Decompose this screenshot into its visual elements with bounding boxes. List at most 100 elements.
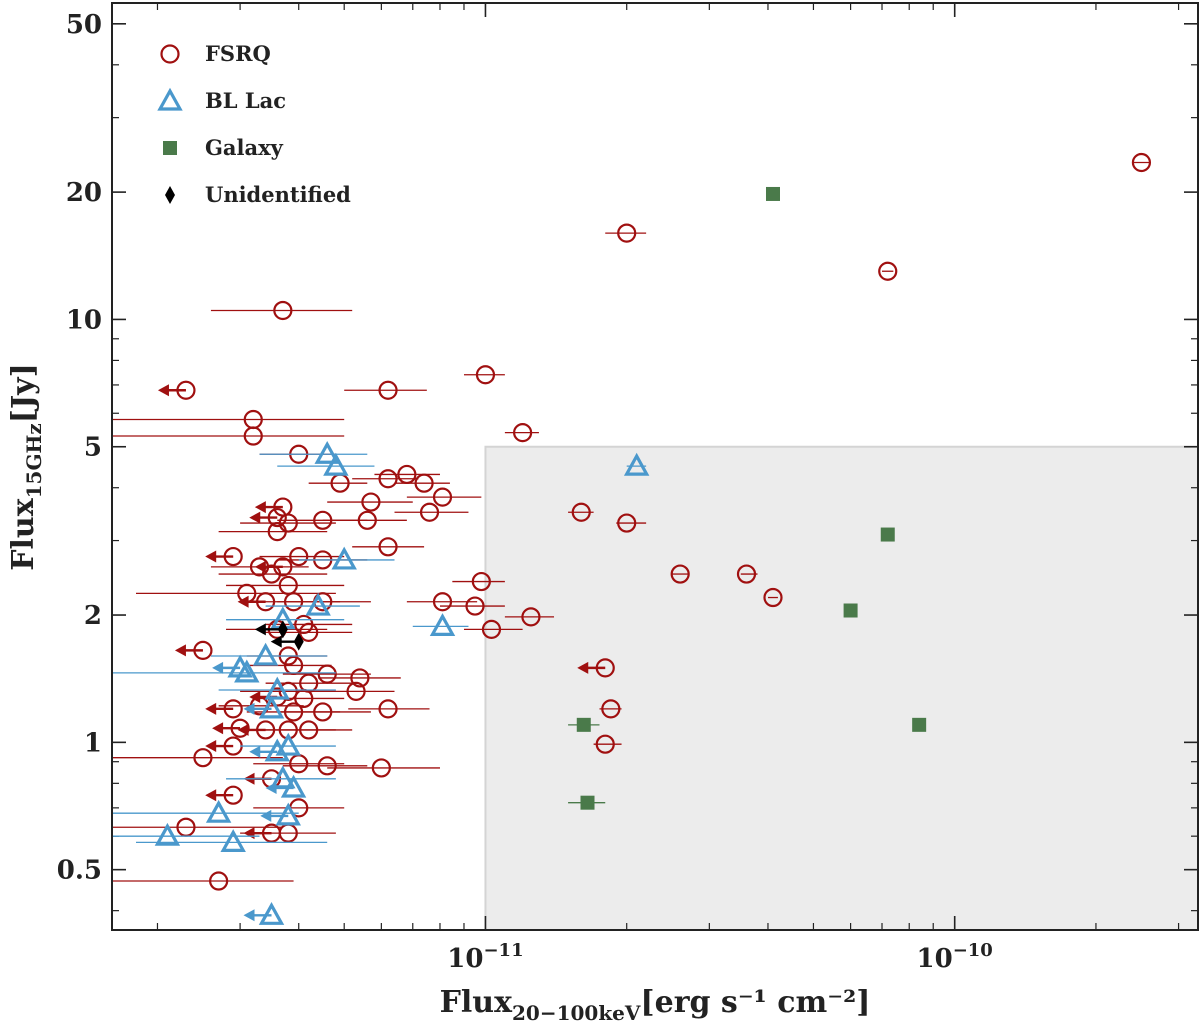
fsrq-arrow-head: [249, 511, 261, 524]
data-marks: [112, 152, 1152, 925]
y-tick-label: 10: [66, 305, 102, 335]
bllac-point: [220, 829, 246, 853]
fsrq-point: [273, 557, 293, 577]
fsrq-point: [521, 607, 541, 627]
fsrq-arrow-head: [249, 691, 261, 704]
fsrq-arrow-head: [577, 661, 589, 674]
plot-frame: [111, 2, 1199, 931]
bllac-point: [280, 774, 307, 798]
fsrq-point: [350, 668, 370, 688]
bllac-point: [305, 592, 331, 616]
y-tick-label: 20: [66, 178, 102, 208]
fsrq-point: [475, 365, 496, 385]
fsrq-point: [223, 546, 243, 567]
series-bllac: [112, 440, 650, 925]
shaded-region: [484, 445, 1199, 931]
fsrq-point: [299, 622, 319, 642]
fsrq-point: [313, 702, 333, 722]
fsrq-point: [617, 223, 637, 243]
fsrq-point: [243, 426, 263, 446]
legend-marker-bllac: [157, 87, 183, 111]
bllac-arrow-head: [260, 809, 272, 822]
y-tick-label: 50: [66, 10, 102, 40]
bllac-point: [623, 452, 650, 476]
y-tick-label: 2: [84, 601, 102, 631]
bllac-point: [258, 902, 285, 925]
galaxy-point: [580, 795, 595, 810]
fsrq-point: [223, 699, 243, 719]
legend-marker-galaxy: [163, 141, 177, 155]
fsrq-point: [289, 546, 309, 567]
galaxy-point: [880, 527, 895, 542]
fsrq-point: [414, 473, 434, 493]
unid-point: [293, 632, 304, 651]
galaxy-point: [576, 717, 591, 732]
series-unid: [254, 620, 304, 651]
bllac-point: [205, 799, 232, 823]
fsrq-arrow-head: [157, 384, 169, 397]
series-galaxy: [568, 186, 927, 810]
fsrq-point: [267, 522, 287, 542]
unid-point: [277, 620, 288, 639]
bllac-arrow-head: [243, 909, 255, 922]
fsrq-arrow-head: [174, 644, 186, 657]
fsrq-arrow-head: [212, 722, 224, 735]
bllac-point: [154, 822, 181, 846]
axis-ticks: 10−11 10−10 0.5 1 2 5 10 20 50: [57, 3, 1198, 974]
fsrq-point: [378, 537, 398, 557]
legend-marker-unid: [165, 186, 175, 204]
legend-label-galaxy: Galaxy: [205, 135, 284, 160]
fsrq-point: [193, 640, 213, 660]
fsrq-point: [595, 734, 615, 754]
y-tick-label: 0.5: [57, 856, 102, 886]
unid-arrow-head: [254, 623, 266, 636]
fsrq-point: [1131, 152, 1152, 173]
x-tick-label: 10−11: [447, 940, 523, 974]
bllac-point: [252, 642, 279, 666]
bllac-arrow-head: [212, 661, 224, 674]
fsrq-point: [273, 300, 293, 321]
fsrq-point: [378, 469, 398, 489]
legend: FSRQ BL Lac Galaxy Unidentified: [157, 41, 351, 207]
fsrq-point: [670, 564, 690, 584]
bllac-point: [275, 732, 301, 756]
legend-marker-fsrq: [160, 44, 180, 64]
fsrq-point: [223, 785, 243, 805]
bllac-point: [323, 452, 349, 476]
bllac-arrow-head: [249, 745, 261, 758]
unid-arrow-head: [270, 635, 282, 648]
x-tick-label: 10−10: [917, 940, 993, 974]
fsrq-point: [346, 681, 366, 701]
fsrq-point: [571, 502, 591, 522]
fsrq-point: [378, 699, 398, 719]
fsrq-point: [299, 720, 319, 740]
bllac-point: [429, 613, 456, 637]
fsrq-point: [193, 748, 213, 768]
fsrq-point: [313, 510, 333, 530]
bllac-point: [264, 738, 290, 762]
bllac-point: [331, 546, 357, 570]
fsrq-arrow-head: [237, 595, 249, 608]
fsrq-point: [317, 756, 337, 776]
galaxy-point: [765, 186, 780, 201]
fsrq-arrow-head: [205, 702, 217, 715]
bllac-point: [275, 802, 301, 826]
bllac-point: [314, 440, 340, 464]
fsrq-point: [267, 507, 287, 528]
fsrq-point: [513, 423, 533, 443]
fsrq-point: [209, 871, 229, 891]
fsrq-point: [481, 619, 502, 639]
fsrq-point: [419, 502, 440, 522]
fsrq-point: [763, 587, 783, 608]
fsrq-point: [432, 487, 453, 507]
fsrq-point: [465, 596, 485, 616]
fsrq-point: [736, 564, 757, 584]
legend-label-fsrq: FSRQ: [205, 41, 271, 66]
y-tick-label: 1: [84, 728, 102, 758]
fsrq-point: [371, 758, 391, 778]
legend-label-bllac: BL Lac: [205, 88, 286, 113]
fsrq-point: [432, 592, 453, 612]
fsrq-arrow-head: [205, 789, 217, 802]
fsrq-point: [595, 658, 615, 678]
